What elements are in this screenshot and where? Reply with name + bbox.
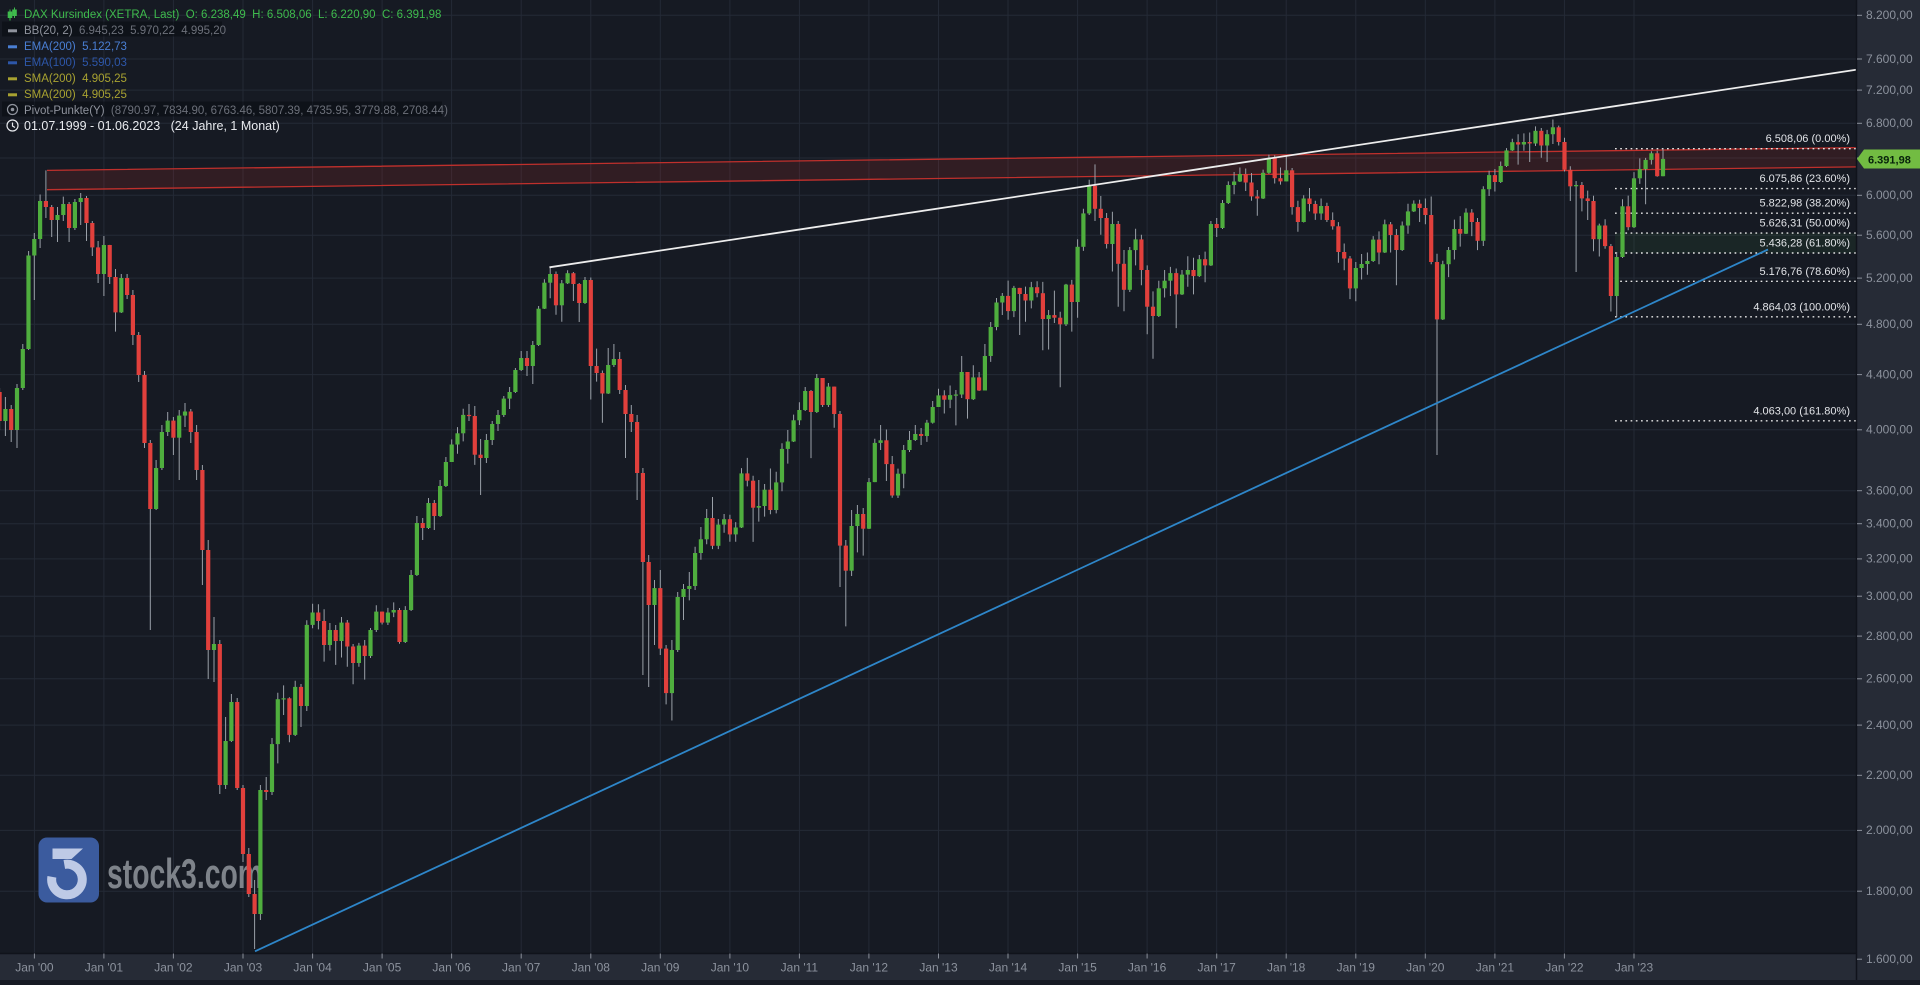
svg-text:Jan '09: Jan '09: [641, 961, 680, 975]
svg-text:01.07.1999 - 01.06.2023 (24: 01.07.1999 - 01.06.2023 (24 Jahre, 1 Mon…: [24, 119, 280, 133]
svg-text:stock3.com: stock3.com: [107, 850, 263, 897]
svg-text:Jan '12: Jan '12: [850, 961, 889, 975]
svg-text:Jan '00: Jan '00: [15, 961, 54, 975]
svg-text:Jan '21: Jan '21: [1476, 961, 1515, 975]
svg-text:Jan '19: Jan '19: [1337, 961, 1376, 975]
svg-text:BB(20, 2) 6.945,23 5.970,22: BB(20, 2) 6.945,23 5.970,22 4.995,20: [24, 25, 226, 37]
svg-text:6.508,06 (0.00%): 6.508,06 (0.00%): [1766, 133, 1850, 145]
svg-text:5.600,00: 5.600,00: [1866, 228, 1913, 242]
svg-text:3.600,00: 3.600,00: [1866, 484, 1913, 498]
svg-text:Jan '04: Jan '04: [293, 961, 332, 975]
svg-text:6.391,98: 6.391,98: [1868, 154, 1911, 166]
svg-text:Jan '08: Jan '08: [572, 961, 611, 975]
svg-text:5.626,31 (50.00%): 5.626,31 (50.00%): [1759, 218, 1850, 230]
svg-text:Pivot-Punkte(Y) (8790.97, 783: Pivot-Punkte(Y) (8790.97, 7834.90, 6763.…: [24, 105, 448, 117]
svg-text:1.600,00: 1.600,00: [1866, 952, 1913, 966]
svg-text:5.200,00: 5.200,00: [1866, 271, 1913, 285]
svg-text:Jan '02: Jan '02: [154, 961, 193, 975]
svg-text:Jan '13: Jan '13: [919, 961, 958, 975]
svg-text:6.800,00: 6.800,00: [1866, 116, 1913, 130]
svg-text:Jan '17: Jan '17: [1198, 961, 1237, 975]
svg-text:Jan '16: Jan '16: [1128, 961, 1167, 975]
svg-text:Jan '20: Jan '20: [1406, 961, 1445, 975]
svg-text:Jan '05: Jan '05: [363, 961, 402, 975]
svg-text:7.600,00: 7.600,00: [1866, 52, 1913, 66]
svg-text:7.200,00: 7.200,00: [1866, 83, 1913, 97]
svg-text:Jan '07: Jan '07: [502, 961, 541, 975]
svg-text:Jan '22: Jan '22: [1545, 961, 1584, 975]
svg-text:Jan '18: Jan '18: [1267, 961, 1306, 975]
svg-text:8.200,00: 8.200,00: [1866, 8, 1913, 22]
svg-text:1.800,00: 1.800,00: [1866, 884, 1913, 898]
svg-text:Jan '03: Jan '03: [224, 961, 263, 975]
svg-text:4.063,00 (161.80%): 4.063,00 (161.80%): [1753, 405, 1850, 417]
svg-text:2.400,00: 2.400,00: [1866, 718, 1913, 732]
svg-text:DAX Kursindex (XETRA, Last) O: DAX Kursindex (XETRA, Last) O: 6.238,49 …: [24, 9, 441, 21]
svg-text:Jan '01: Jan '01: [85, 961, 124, 975]
svg-text:4.000,00: 4.000,00: [1866, 423, 1913, 437]
svg-text:EMA(200) 5.122,73: EMA(200) 5.122,73: [24, 41, 127, 53]
svg-text:Jan '15: Jan '15: [1058, 961, 1097, 975]
svg-text:Jan '06: Jan '06: [432, 961, 471, 975]
svg-text:SMA(200) 4.905,25: SMA(200) 4.905,25: [24, 73, 127, 85]
svg-text:3.200,00: 3.200,00: [1866, 552, 1913, 566]
svg-text:2.000,00: 2.000,00: [1866, 823, 1913, 837]
svg-text:4.864,03 (100.00%): 4.864,03 (100.00%): [1753, 301, 1850, 313]
svg-text:6.075,86 (23.60%): 6.075,86 (23.60%): [1759, 173, 1850, 185]
svg-text:3.400,00: 3.400,00: [1866, 517, 1913, 531]
svg-text:5.822,98 (38.20%): 5.822,98 (38.20%): [1759, 198, 1850, 210]
svg-text:EMA(100) 5.590,03: EMA(100) 5.590,03: [24, 57, 127, 69]
svg-text:5.176,76 (78.60%): 5.176,76 (78.60%): [1759, 266, 1850, 278]
svg-text:2.600,00: 2.600,00: [1866, 672, 1913, 686]
svg-text:Jan '14: Jan '14: [989, 961, 1028, 975]
svg-text:Jan '23: Jan '23: [1615, 961, 1654, 975]
svg-text:3.000,00: 3.000,00: [1866, 589, 1913, 603]
svg-text:SMA(200) 4.905,25: SMA(200) 4.905,25: [24, 89, 127, 101]
svg-text:5.436,28 (61.80%): 5.436,28 (61.80%): [1759, 238, 1850, 250]
svg-text:6.000,00: 6.000,00: [1866, 188, 1913, 202]
svg-text:2.800,00: 2.800,00: [1866, 629, 1913, 643]
svg-text:Jan '11: Jan '11: [781, 961, 819, 975]
svg-text:4.400,00: 4.400,00: [1866, 367, 1913, 381]
svg-text:Jan '10: Jan '10: [711, 961, 750, 975]
svg-text:4.800,00: 4.800,00: [1866, 317, 1913, 331]
svg-text:2.200,00: 2.200,00: [1866, 768, 1913, 782]
